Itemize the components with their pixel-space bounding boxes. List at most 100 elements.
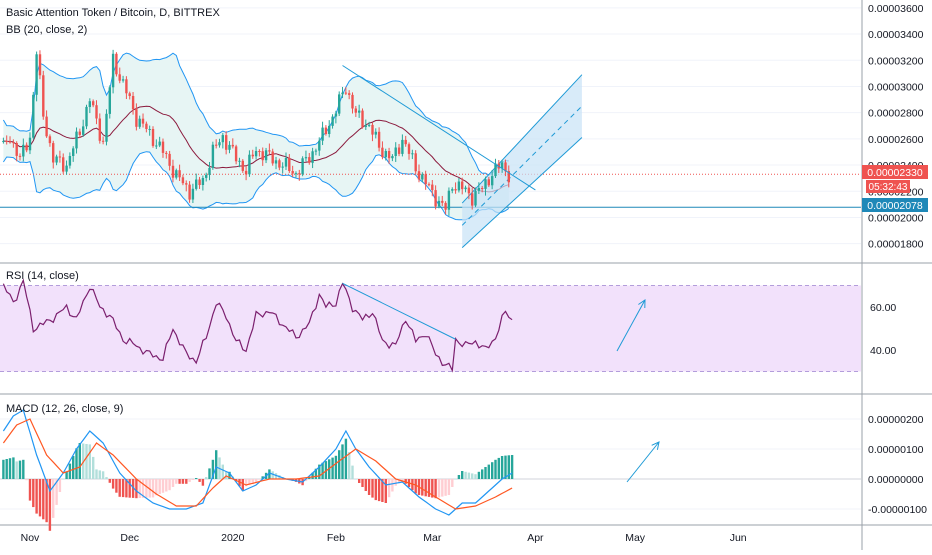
macd-histogram-bar [338,450,341,479]
macd-histogram-bar [185,479,188,484]
macd-histogram-bar [424,479,427,497]
candle-body [135,109,138,127]
macd-histogram-bar [62,479,65,480]
time-tick-label: 2020 [221,532,245,544]
candle-body [361,110,364,127]
candle-body [294,173,298,175]
candle-body [268,150,271,152]
macd-histogram-bar [318,464,321,479]
candle-body [341,92,344,95]
macd-histogram-bar [308,476,311,479]
channel-fill [462,74,582,248]
macd-histogram-bar [487,464,490,479]
macd-histogram-bar [271,471,274,479]
macd-histogram-bar [274,473,278,479]
macd-histogram-bar [105,477,108,479]
macd-histogram-bar [141,479,145,498]
macd-histogram-bar [18,460,22,479]
macd-histogram-bar [434,479,437,499]
candle-body [151,129,155,146]
macd-histogram-bar [65,471,68,479]
macd-tick-label: 0.00000200 [868,414,924,426]
candle-body [321,127,324,141]
candle-body [371,124,374,135]
candle-body [367,124,371,126]
candle-body [95,105,98,119]
candle-body [284,157,288,167]
macd-histogram-bar [364,479,367,491]
candle-body [288,157,291,171]
candle-body [244,170,248,175]
candle-body [38,54,42,76]
macd-histogram-bar [138,479,141,498]
macd-histogram-bar [211,459,215,479]
macd-histogram-bar [248,479,251,486]
price-tick-label: 0.00003600 [868,3,924,15]
candle-body [258,151,261,152]
countdown-badge [866,180,910,193]
candle-body [191,188,195,200]
macd-histogram-bar [195,478,198,479]
candle-body [241,160,244,171]
macd-histogram-bar [334,455,338,479]
candle-body [28,137,32,151]
macd-histogram-bar [464,471,467,479]
candle-body [141,118,145,124]
channel-mid-line [461,105,583,226]
macd-histogram-bar [467,472,471,479]
candle-body [215,144,218,146]
time-tick-label: May [625,532,646,544]
candle-body [328,125,331,134]
candle-body [407,144,411,154]
rsi-line [2,278,513,373]
candle-body [138,118,141,127]
macd-histogram-bar [168,479,171,491]
candle-body [454,189,457,191]
macd-histogram-bar [155,479,158,496]
candle-body [238,160,241,162]
rsi-panel [0,278,861,373]
macd-histogram-bar [258,479,261,480]
candle-body [155,145,158,147]
time-tick-label: Dec [120,532,139,544]
macd-histogram-bar [244,479,248,487]
candle-body [105,113,108,142]
candle-body [364,125,367,127]
macd-histogram-bar [188,479,191,482]
candle-body [248,154,251,175]
candle-body [198,179,201,185]
candle-body [82,126,85,135]
macd-histogram-bar [22,459,25,479]
candle-body [92,101,95,106]
macd-histogram-bar [55,479,58,505]
price-tick-label: 0.00001800 [868,239,924,251]
macd-histogram-bar [45,479,48,523]
candle-body [311,151,314,163]
candle-body [471,193,474,206]
macd-histogram-bar [341,444,344,479]
macd-histogram-bar [401,479,404,481]
last-price-text: 0.00002330 [867,167,923,179]
macd-histogram-bar [377,479,381,502]
level-price-badge [862,198,928,212]
candle-body [181,177,185,184]
candle-body [145,123,148,129]
candle-body [298,173,301,175]
candle-body [62,157,65,172]
macd-histogram-bar [351,465,354,479]
time-tick-label: Jun [730,532,747,544]
macd-histogram-bar [145,479,148,498]
candle-body [42,75,45,117]
candle-body [178,170,181,178]
macd-histogram-bar [510,455,514,479]
candle-body [201,178,205,185]
macd-histogram-bar [72,456,75,479]
macd-histogram-bar [254,479,258,484]
arrow-shaft [616,299,646,352]
macd-histogram-bar [48,479,52,531]
macd-histogram-bar [391,479,394,492]
macd-histogram-bar [344,438,348,479]
candle-body [72,148,75,156]
candle-body [427,184,431,186]
candle-body [234,146,238,162]
